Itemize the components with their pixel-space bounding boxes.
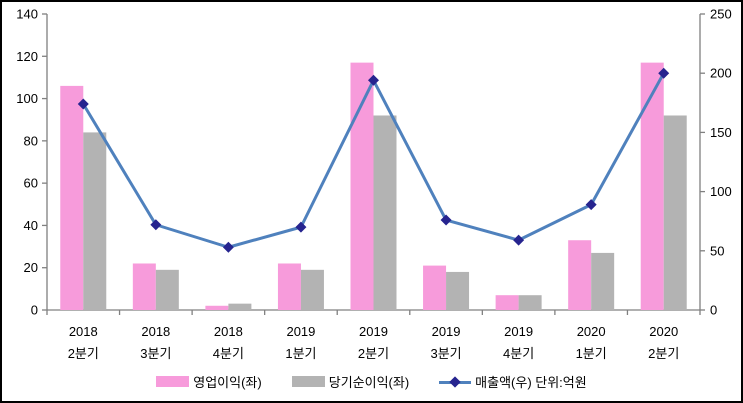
category-label-quarter: 1분기 bbox=[576, 346, 607, 361]
bar-net-profit-8 bbox=[663, 115, 687, 310]
category-label-quarter: 2분기 bbox=[68, 346, 99, 361]
category-label-year: 2018 bbox=[141, 324, 170, 339]
bar-net-profit-1 bbox=[155, 269, 179, 310]
category-label-year: 2019 bbox=[432, 324, 461, 339]
bar-net-profit-7 bbox=[591, 252, 615, 310]
bar-net-profit-4 bbox=[373, 115, 397, 310]
category-label-quarter: 1분기 bbox=[285, 346, 316, 361]
bar-operating-profit-0 bbox=[60, 85, 84, 310]
y-left-tick-label: 20 bbox=[24, 260, 38, 275]
category-label-year: 2019 bbox=[359, 324, 388, 339]
category-label-year: 2019 bbox=[286, 324, 315, 339]
bar-operating-profit-2 bbox=[205, 305, 229, 310]
bar-net-profit-2 bbox=[228, 303, 252, 310]
legend-label-net-profit: 당기순이익(좌) bbox=[328, 375, 410, 390]
category-label-year: 2018 bbox=[69, 324, 98, 339]
category-label-quarter: 2분기 bbox=[358, 346, 389, 361]
category-label-year: 2018 bbox=[214, 324, 243, 339]
legend-line-marker-icon bbox=[439, 375, 472, 388]
category-label-quarter: 3분기 bbox=[430, 346, 461, 361]
y-right-tick-label: 200 bbox=[710, 66, 732, 81]
y-right-tick-label: 150 bbox=[710, 125, 732, 140]
legend-label-operating-profit: 영업이익(좌) bbox=[193, 375, 262, 390]
category-label-year: 2020 bbox=[577, 324, 606, 339]
y-right-tick-label: 250 bbox=[710, 7, 732, 22]
bar-operating-profit-6 bbox=[495, 295, 519, 310]
marker-revenue-8 bbox=[658, 67, 670, 79]
category-label-year: 2019 bbox=[504, 324, 533, 339]
bar-net-profit-5 bbox=[446, 271, 470, 310]
y-left-tick-label: 40 bbox=[24, 218, 38, 233]
marker-revenue-1 bbox=[150, 219, 162, 231]
legend-item-net-profit: 당기순이익(좌) bbox=[291, 372, 410, 391]
marker-revenue-6 bbox=[513, 234, 525, 246]
bar-net-profit-3 bbox=[300, 269, 324, 310]
marker-revenue-7 bbox=[585, 199, 597, 211]
legend: 영업이익(좌) 당기순이익(좌) 매출액(우) 단위:억원 bbox=[2, 372, 741, 391]
bar-operating-profit-3 bbox=[277, 263, 301, 310]
marker-revenue-5 bbox=[440, 214, 452, 226]
bar-operating-profit-4 bbox=[350, 62, 374, 310]
legend-item-revenue: 매출액(우) 단위:억원 bbox=[439, 372, 587, 391]
bar-operating-profit-8 bbox=[640, 62, 664, 310]
category-label-quarter: 3분기 bbox=[140, 346, 171, 361]
marker-revenue-3 bbox=[295, 221, 307, 233]
legend-item-operating-profit: 영업이익(좌) bbox=[156, 372, 262, 391]
bar-net-profit-0 bbox=[83, 132, 107, 310]
marker-revenue-2 bbox=[222, 241, 234, 253]
y-left-tick-label: 100 bbox=[16, 91, 38, 106]
marker-revenue-0 bbox=[77, 98, 89, 110]
bar-net-profit-6 bbox=[518, 295, 542, 310]
bar-operating-profit-1 bbox=[132, 263, 156, 310]
legend-swatch-operating-profit-icon bbox=[156, 376, 190, 387]
legend-label-revenue: 매출액(우) 단위:억원 bbox=[475, 375, 587, 390]
y-left-tick-label: 60 bbox=[24, 176, 38, 191]
y-right-tick-label: 0 bbox=[710, 303, 717, 318]
bar-operating-profit-5 bbox=[423, 265, 447, 310]
y-left-tick-label: 80 bbox=[24, 133, 38, 148]
y-left-tick-label: 120 bbox=[16, 49, 38, 64]
y-left-tick-label: 0 bbox=[31, 303, 38, 318]
y-right-tick-label: 50 bbox=[710, 243, 724, 258]
category-label-quarter: 4분기 bbox=[213, 346, 244, 361]
y-right-tick-label: 100 bbox=[710, 184, 732, 199]
category-label-quarter: 2분기 bbox=[648, 346, 679, 361]
bar-operating-profit-7 bbox=[568, 240, 592, 310]
y-left-tick-label: 140 bbox=[16, 7, 38, 22]
marker-revenue-4 bbox=[368, 74, 379, 86]
category-label-quarter: 4분기 bbox=[503, 346, 534, 361]
legend-swatch-net-profit-icon bbox=[291, 376, 325, 387]
category-label-year: 2020 bbox=[649, 324, 678, 339]
